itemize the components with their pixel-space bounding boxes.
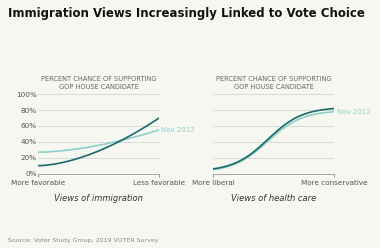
Text: Source: Voter Study Group, 2019 VOTER Survey: Source: Voter Study Group, 2019 VOTER Su…	[8, 238, 158, 243]
Title: PERCENT CHANCE OF SUPPORTING
GOP HOUSE CANDIDATE: PERCENT CHANCE OF SUPPORTING GOP HOUSE C…	[41, 76, 156, 90]
Text: Nov 2012: Nov 2012	[337, 109, 370, 115]
Text: Immigration Views Increasingly Linked to Vote Choice: Immigration Views Increasingly Linked to…	[8, 7, 364, 20]
Title: PERCENT CHANCE OF SUPPORTING
GOP HOUSE CANDIDATE: PERCENT CHANCE OF SUPPORTING GOP HOUSE C…	[216, 76, 332, 90]
X-axis label: Views of immigration: Views of immigration	[54, 194, 143, 203]
X-axis label: Views of health care: Views of health care	[231, 194, 317, 203]
Text: Nov 2012: Nov 2012	[162, 127, 195, 133]
